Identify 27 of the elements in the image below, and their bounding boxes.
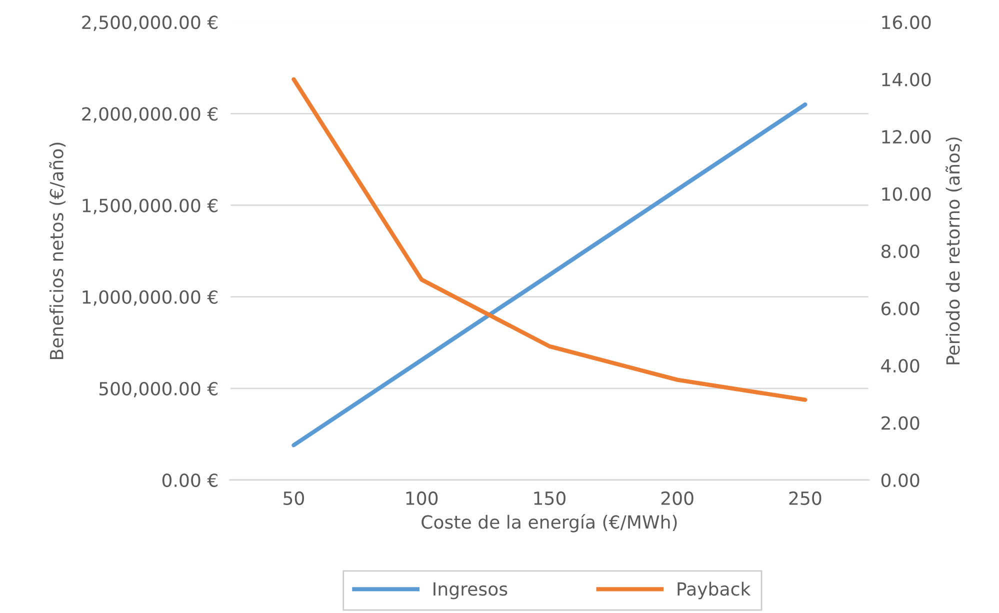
- y2-tick-label: 14.00: [882, 72, 931, 86]
- line-series: [292, 77, 808, 402]
- y2-tick-label: 2.00: [882, 416, 920, 430]
- x-tick-label: 150: [534, 491, 566, 506]
- y-tick-label: 2,500,000.00 €: [82, 16, 218, 32]
- legend-label: Payback: [678, 582, 751, 600]
- y-tick-label: 500,000.00 €: [99, 382, 218, 398]
- x-tick-label: 250: [789, 491, 822, 506]
- y2-tick-label: 8.00: [881, 244, 920, 258]
- y2-tick-label: 16.00: [882, 16, 931, 30]
- y-tick-label: 2,000,000.00 €: [82, 107, 218, 123]
- legend-label: Ingresos: [434, 582, 508, 600]
- x-tick-label: 100: [406, 491, 438, 506]
- y-tick-label: 0.00 €: [162, 473, 218, 488]
- y2-tick-label: 4.00: [881, 358, 920, 373]
- line-series: [292, 102, 808, 448]
- y-tick-label: 1,500,000.00 €: [82, 198, 218, 214]
- y2-tick-label: 10.00: [882, 187, 931, 201]
- x-tick-label: 50: [284, 491, 304, 506]
- x-axis-title: Coste de la energía (€/MWh): [422, 514, 677, 532]
- y2-tick-label: 0.00: [881, 473, 920, 488]
- y2-tick-label: 6.00: [882, 302, 920, 316]
- y-tick-label: 1,000,000.00 €: [82, 290, 218, 306]
- y2-tick-label: 12.00: [882, 130, 931, 144]
- x-tick-label: 200: [661, 491, 694, 506]
- y2-axis-title: Periodo de retorno (años): [946, 138, 962, 364]
- y-axis-title: Beneficios netos (€/año): [49, 142, 66, 360]
